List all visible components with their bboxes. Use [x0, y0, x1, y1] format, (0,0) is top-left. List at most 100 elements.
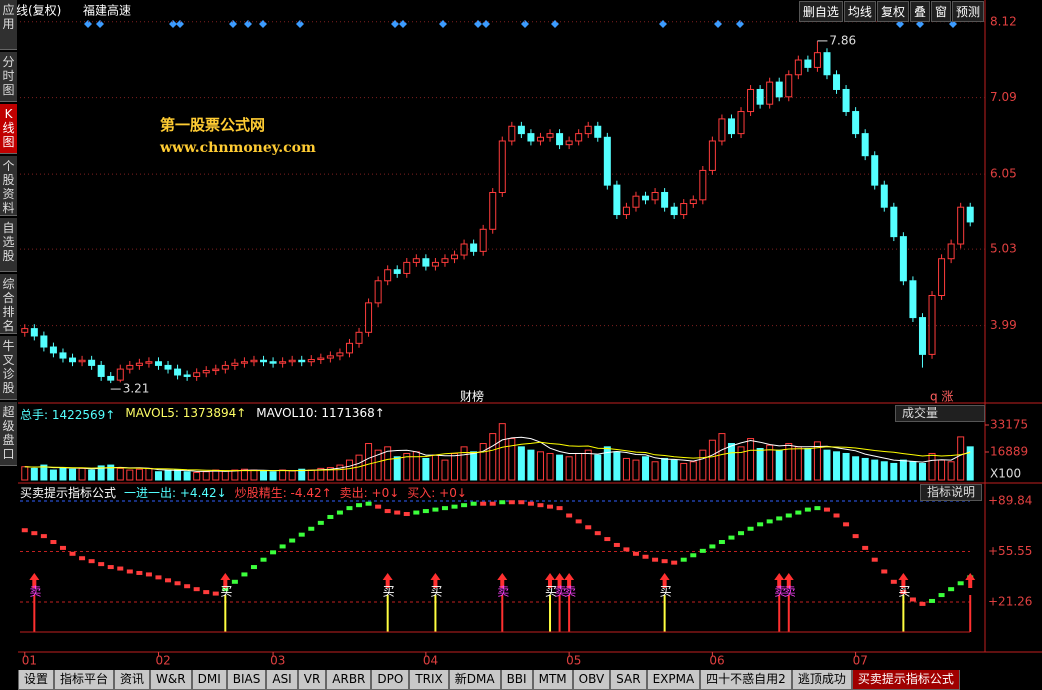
legend-entry: 炒股精生: -4.42↑	[234, 486, 332, 500]
signal-arrow	[29, 573, 40, 588]
toolbar-button[interactable]: 复权	[876, 1, 909, 22]
volume-bar	[164, 470, 172, 481]
tab[interactable]: ASI	[266, 670, 298, 690]
indicator-dot	[929, 598, 936, 603]
tab[interactable]: DMI	[191, 670, 227, 690]
candle-body	[756, 88, 764, 105]
signal-label: 买	[898, 585, 910, 599]
volume-button[interactable]: 成交量	[895, 405, 985, 422]
toolbar-button[interactable]: 均线	[843, 1, 876, 22]
indicator-dot	[279, 544, 286, 549]
tab[interactable]: 逃顶成功	[791, 670, 852, 690]
sidebar-item[interactable]: 牛叉诊股	[0, 336, 17, 400]
indicator-dot	[642, 554, 649, 559]
tab[interactable]: 指标平台	[54, 670, 115, 690]
sidebar-item[interactable]: 应用	[0, 0, 17, 50]
indicator-dot	[527, 501, 534, 506]
tab[interactable]: W&R	[150, 670, 192, 690]
candle-body	[97, 364, 105, 377]
low-label: 3.21	[123, 382, 150, 396]
tab[interactable]: BBI	[500, 670, 533, 690]
volume-bar	[938, 459, 946, 481]
volume-bar	[326, 467, 334, 481]
tab[interactable]: BIAS	[226, 670, 267, 690]
candle-body	[441, 258, 449, 263]
volume-bar	[689, 461, 697, 481]
indicator-dot	[766, 519, 773, 524]
volume-bar	[260, 470, 268, 481]
volume-bar	[508, 438, 516, 481]
volume-bar	[794, 446, 802, 481]
signal-label: 买	[660, 585, 672, 599]
sidebar-item[interactable]: 综合排名	[0, 274, 17, 334]
toolbar-button[interactable]: 叠	[909, 1, 930, 22]
indicator-dot	[690, 553, 697, 558]
indicator-dot	[604, 537, 611, 542]
candle-body	[164, 364, 172, 370]
volume-bar	[775, 449, 783, 481]
sidebar-item[interactable]: 个股资料	[0, 156, 17, 216]
tab[interactable]: OBV	[572, 670, 611, 690]
sidebar-item[interactable]: K线图	[0, 104, 17, 154]
tab[interactable]: DPO	[371, 670, 410, 690]
toolbar-button[interactable]: 窗	[930, 1, 951, 22]
volume-bar	[40, 464, 48, 481]
indicator-dot	[862, 545, 869, 550]
tab[interactable]: VR	[297, 670, 327, 690]
tab[interactable]: MTM	[532, 670, 573, 690]
toolbar-button[interactable]: 预测	[951, 1, 984, 22]
tab[interactable]: 四十不惑自用2	[700, 670, 792, 690]
sidebar-item[interactable]: 超级盘口	[0, 402, 17, 466]
indicator-dot	[489, 501, 496, 506]
tab[interactable]: EXPMA	[646, 670, 701, 690]
indicator-dot	[757, 522, 764, 527]
indicator-dot	[575, 519, 582, 524]
sidebar-item[interactable]: 自选股	[0, 218, 17, 272]
x-tick-label: 06	[709, 654, 724, 668]
tab[interactable]: 新DMA	[448, 670, 501, 690]
candle-body	[298, 359, 306, 363]
candle-body	[135, 362, 143, 366]
volume-bar	[479, 443, 487, 481]
sidebar-item[interactable]: 分时图	[0, 52, 17, 102]
volume-bar	[756, 448, 764, 481]
indicator-dot	[365, 501, 372, 506]
volume-bar	[422, 457, 430, 481]
volume-bar	[880, 461, 888, 481]
candle-body	[947, 243, 955, 260]
volume-bar	[947, 461, 955, 481]
volume-bar	[49, 469, 57, 481]
indicator-dot	[804, 507, 811, 512]
candle-body	[871, 155, 879, 186]
unit-label: X100	[990, 467, 1021, 481]
volume-bar	[766, 444, 774, 481]
candle-body	[642, 195, 650, 201]
candle-body	[59, 352, 67, 359]
tab[interactable]: TRIX	[409, 670, 449, 690]
y-tick-label: +21.26	[988, 595, 1032, 609]
candle-body	[508, 125, 516, 142]
volume-bar	[575, 452, 583, 481]
candle-body	[49, 346, 57, 354]
indicator-dot	[814, 506, 821, 511]
candle-body	[212, 368, 220, 372]
tab[interactable]: 设置	[18, 670, 55, 690]
tab[interactable]: 资讯	[114, 670, 151, 690]
volume-bar	[852, 456, 860, 481]
indicator-dot	[537, 503, 544, 508]
indicator-button[interactable]: 指标说明	[920, 484, 983, 501]
candle-body	[727, 118, 735, 135]
tab[interactable]: ARBR	[326, 670, 372, 690]
indicator-dot	[336, 510, 343, 515]
indicator-dot	[632, 551, 639, 556]
x-tick-label: 04	[423, 654, 438, 668]
tab[interactable]: 买卖提示指标公式	[851, 670, 960, 690]
candle-body	[21, 328, 29, 333]
indicator-dot	[852, 534, 859, 539]
toolbar-button[interactable]: 删自选	[798, 1, 843, 22]
indicator-dot	[833, 513, 840, 518]
signal-label: 卖	[29, 585, 41, 599]
candle-body	[431, 261, 439, 267]
indicator-dot	[680, 557, 687, 562]
tab[interactable]: SAR	[610, 670, 647, 690]
